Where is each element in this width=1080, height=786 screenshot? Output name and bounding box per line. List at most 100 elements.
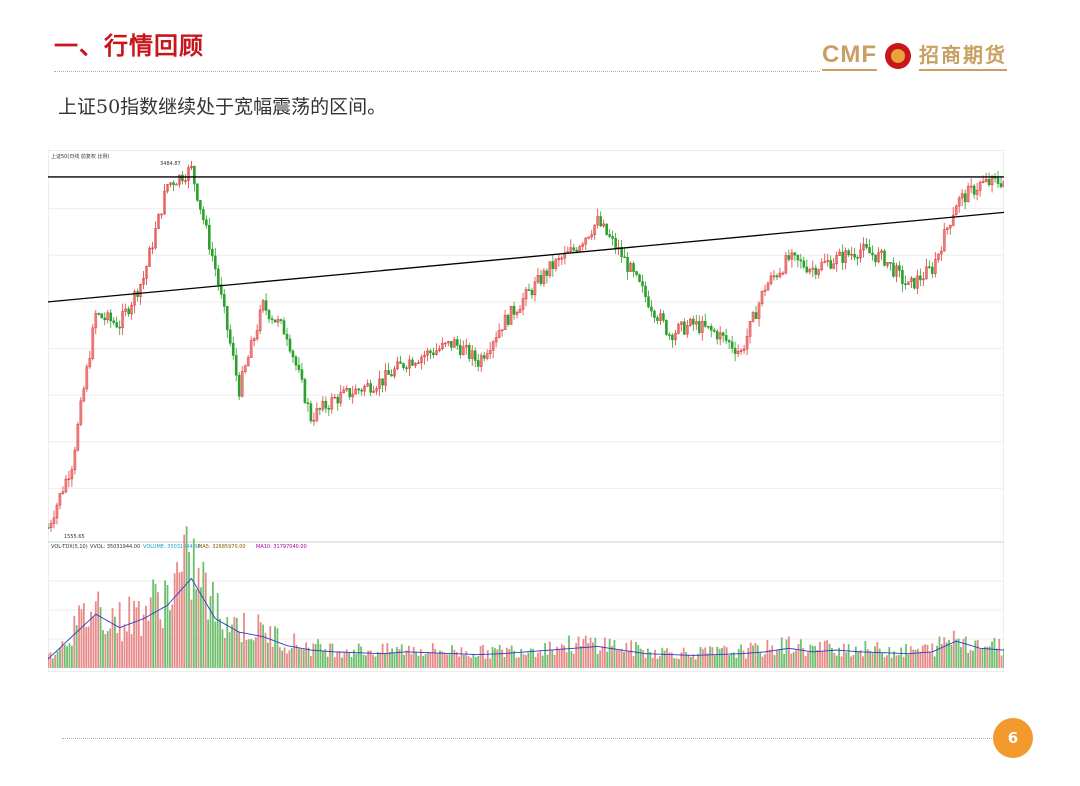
volume-bar — [250, 639, 253, 668]
volume-bar — [116, 633, 119, 668]
volume-bar — [747, 648, 750, 668]
volume-bar — [728, 655, 731, 668]
volume-bar — [329, 643, 331, 668]
candle-body — [757, 303, 761, 319]
volume-bar — [324, 649, 327, 668]
volume-bar — [584, 635, 587, 668]
volume-bar — [73, 615, 76, 668]
volume-bar — [835, 655, 838, 668]
volume-bar — [331, 643, 334, 668]
volume-bar — [472, 654, 475, 668]
candle-body — [181, 174, 184, 182]
candle-body — [423, 354, 426, 358]
volume-bar — [238, 631, 241, 668]
candle-body — [760, 290, 764, 305]
candle-body — [97, 313, 101, 315]
candle-body — [435, 350, 438, 356]
volume-bar — [125, 631, 128, 668]
candle-body — [148, 248, 151, 267]
volume-bar — [639, 648, 642, 668]
candle-body — [811, 267, 815, 270]
candle-body — [121, 311, 124, 328]
candle-body — [515, 312, 519, 315]
candle-body — [623, 256, 626, 259]
volume-bar — [893, 651, 895, 668]
candle-body — [527, 289, 531, 291]
volume-bar — [656, 658, 659, 668]
volume-bar — [61, 641, 64, 668]
candle-body — [524, 289, 528, 300]
candle-body — [216, 268, 220, 286]
candle-body — [889, 262, 892, 264]
volume-bar — [243, 612, 245, 668]
volume-bar — [857, 651, 860, 668]
volume-bar — [219, 618, 221, 668]
volume-bar — [592, 642, 594, 668]
candle-body — [820, 262, 824, 271]
volume-bar — [895, 655, 898, 668]
candle-body — [907, 281, 910, 285]
candle-body — [662, 313, 665, 321]
volume-bar — [391, 648, 394, 668]
candle-body — [709, 325, 713, 331]
candle-body — [545, 270, 549, 276]
volume-bar — [955, 639, 958, 668]
volume-bar — [159, 619, 162, 668]
volume-bar — [147, 620, 150, 668]
candle-body — [859, 249, 862, 259]
candle-body — [933, 259, 937, 274]
candle-body — [922, 278, 925, 281]
volume-bar — [262, 624, 264, 668]
candle-body — [130, 304, 133, 315]
volume-bar — [663, 650, 666, 668]
candle-body — [133, 291, 136, 306]
volume-bar — [135, 607, 138, 668]
volume-bar — [281, 650, 284, 668]
candle-body — [829, 260, 833, 269]
volume-bar — [264, 632, 267, 668]
candle-body — [163, 190, 166, 215]
volume-bar — [235, 617, 238, 668]
volume-bar — [56, 651, 59, 668]
volume-bar — [302, 649, 305, 668]
candle-body — [309, 403, 313, 422]
volume-bar — [49, 652, 52, 668]
price-panel-title: 上证50(日线 前复权 比例) — [51, 153, 109, 160]
volume-bar — [505, 647, 508, 668]
candle-body — [91, 327, 95, 359]
volume-bar — [766, 640, 769, 668]
page-number-badge: 6 — [993, 718, 1033, 758]
volume-bar — [109, 628, 112, 668]
volume-bar — [367, 650, 370, 668]
candle-body — [321, 400, 325, 410]
volume-bar — [718, 648, 721, 668]
candle-body — [202, 209, 205, 221]
volume-bar — [388, 652, 391, 668]
volume-bar — [771, 645, 774, 668]
volume-bar — [816, 649, 819, 668]
volume-bar — [443, 652, 446, 668]
candle-body — [190, 165, 193, 169]
volume-bar — [912, 649, 915, 668]
volume-bar — [964, 636, 967, 668]
volume-bar — [725, 647, 728, 668]
candle-body — [984, 179, 988, 182]
candle-body — [850, 253, 853, 256]
volume-bar — [357, 643, 360, 668]
candle-body — [193, 165, 196, 185]
candle-body — [581, 243, 585, 247]
volume-bar — [405, 650, 408, 668]
candle-body — [677, 324, 680, 334]
candle-body — [539, 275, 543, 284]
candle-body — [369, 383, 372, 393]
volume-bar — [178, 572, 181, 668]
volume-bar — [558, 648, 561, 668]
candle-body — [279, 319, 283, 321]
candle-body — [596, 216, 600, 226]
candle-body — [715, 331, 719, 340]
volume-bar — [752, 645, 754, 668]
volume-bar — [305, 642, 308, 668]
volume-bar — [572, 653, 575, 668]
volume-bar — [333, 657, 336, 668]
candle-body — [626, 257, 629, 272]
